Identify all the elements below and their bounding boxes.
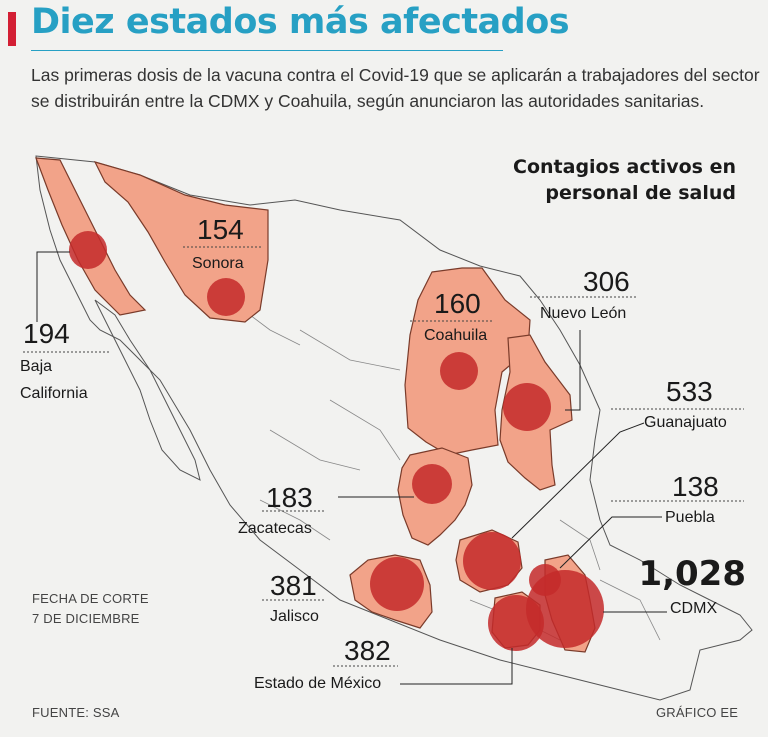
label-zacatecas: Zacatecas (238, 520, 312, 538)
source-note: FUENTE: SSA (32, 705, 119, 720)
value-zacatecas: 183 (266, 482, 313, 514)
label-guanajuato: Guanajuato (644, 414, 727, 432)
label-jalisco: Jalisco (270, 608, 319, 626)
baja-peninsula-coast (95, 300, 200, 480)
value-jalisco: 381 (270, 570, 317, 602)
label-baja-california-line1: Baja (20, 358, 52, 376)
label-sonora: Sonora (192, 255, 244, 273)
bubble-cdmx (526, 570, 604, 648)
label-estado-de-mexico: Estado de México (254, 675, 381, 693)
map-title: Contagios activos en personal de salud (486, 154, 736, 206)
bubble-baja-california (69, 231, 107, 269)
label-puebla: Puebla (665, 509, 715, 527)
bubble-coahuila (440, 352, 478, 390)
label-coahuila: Coahuila (424, 327, 487, 345)
value-nuevo-leon: 306 (583, 266, 630, 298)
bubble-jalisco (370, 557, 424, 611)
cutoff-date-line2: 7 DE DICIEMBRE (32, 611, 140, 626)
value-guanajuato: 533 (666, 376, 713, 408)
value-baja-california: 194 (23, 318, 70, 350)
value-estado-de-mexico: 382 (344, 635, 391, 667)
label-nuevo-leon: Nuevo León (540, 305, 626, 323)
bubble-zacatecas (412, 464, 452, 504)
label-cdmx: CDMX (670, 600, 717, 618)
value-puebla: 138 (672, 471, 719, 503)
value-cdmx: 1,028 (638, 554, 746, 594)
bubble-sonora (207, 278, 245, 316)
bubble-guanajuato (463, 532, 521, 590)
bubble-nuevo-leon (503, 383, 551, 431)
cutoff-date-line1: FECHA DE CORTE (32, 591, 149, 606)
value-coahuila: 160 (434, 288, 481, 320)
mexico-map (0, 0, 768, 737)
credit-note: GRÁFICO EE (656, 705, 738, 720)
value-sonora: 154 (197, 214, 244, 246)
label-baja-california-line2: California (20, 385, 88, 403)
